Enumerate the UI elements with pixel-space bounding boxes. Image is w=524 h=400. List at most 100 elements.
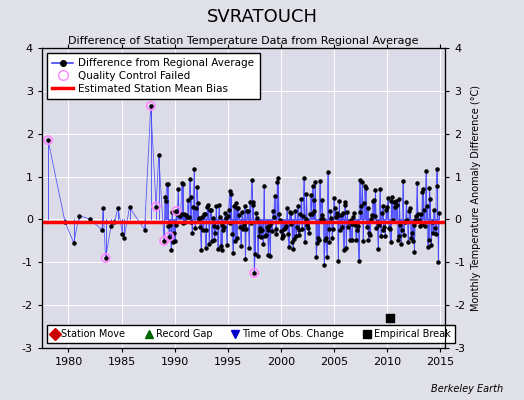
Point xyxy=(170,230,178,236)
Point xyxy=(340,199,348,205)
Point xyxy=(426,196,434,202)
Point xyxy=(227,191,235,198)
Point xyxy=(198,214,206,220)
Point xyxy=(346,236,354,243)
Point xyxy=(309,208,318,214)
Point xyxy=(422,168,430,174)
Point xyxy=(428,219,436,226)
Point xyxy=(173,211,181,217)
Point xyxy=(172,208,181,214)
Point xyxy=(302,191,311,197)
Point xyxy=(248,202,257,208)
Point xyxy=(280,226,289,233)
Point xyxy=(255,233,263,239)
Point xyxy=(344,224,352,230)
Point xyxy=(369,198,377,204)
Point xyxy=(324,226,333,232)
Point xyxy=(261,231,270,238)
Point xyxy=(205,241,213,247)
Point xyxy=(322,235,330,242)
Point xyxy=(354,222,362,229)
Point xyxy=(253,215,261,221)
Point xyxy=(367,216,375,222)
Point xyxy=(289,246,298,252)
Point xyxy=(391,204,399,210)
Point xyxy=(396,222,405,228)
Point xyxy=(320,262,329,268)
Point xyxy=(414,211,422,217)
Point xyxy=(413,180,421,186)
Point xyxy=(245,244,253,251)
Point xyxy=(152,203,160,210)
Point xyxy=(140,226,149,233)
Point xyxy=(358,179,366,186)
Point xyxy=(99,204,107,211)
Point xyxy=(241,256,249,263)
Point xyxy=(254,253,262,260)
Point xyxy=(355,177,364,183)
Point xyxy=(293,203,302,209)
Point xyxy=(223,241,231,248)
Point xyxy=(400,219,409,226)
Point xyxy=(292,224,301,230)
Point xyxy=(291,208,299,214)
Point xyxy=(374,246,383,252)
Point xyxy=(382,207,390,213)
Point xyxy=(275,211,283,217)
Point xyxy=(402,198,411,205)
Point xyxy=(370,213,379,220)
Point xyxy=(390,199,398,205)
Point xyxy=(309,182,317,189)
Point xyxy=(228,231,236,237)
Point xyxy=(398,226,406,233)
Point xyxy=(434,258,442,265)
Point xyxy=(298,226,306,232)
Point xyxy=(125,204,134,211)
Point xyxy=(178,180,186,186)
Point xyxy=(313,240,321,246)
Point xyxy=(259,241,267,248)
Point xyxy=(283,205,291,212)
Point xyxy=(327,215,335,222)
Point xyxy=(75,212,83,219)
Point xyxy=(365,230,374,236)
Point xyxy=(300,175,308,182)
Point xyxy=(308,210,316,217)
Point xyxy=(375,221,383,228)
Point xyxy=(423,203,431,209)
Point xyxy=(169,239,177,245)
Point xyxy=(241,203,249,209)
Point xyxy=(356,209,365,216)
Point xyxy=(261,232,269,239)
Point xyxy=(332,214,340,220)
Point xyxy=(200,211,208,217)
Point xyxy=(286,221,294,228)
Point xyxy=(201,210,209,217)
Y-axis label: Monthly Temperature Anomaly Difference (°C): Monthly Temperature Anomaly Difference (… xyxy=(471,85,481,311)
Point xyxy=(215,214,224,220)
Point xyxy=(230,202,238,209)
Point xyxy=(152,203,160,210)
Point xyxy=(184,214,193,220)
Point xyxy=(334,258,343,264)
Point xyxy=(231,238,239,244)
Point xyxy=(170,238,179,244)
Point xyxy=(425,185,434,192)
Point xyxy=(269,213,278,220)
Point xyxy=(250,270,258,276)
Point xyxy=(180,210,189,217)
Point xyxy=(406,205,414,212)
Point xyxy=(348,221,357,227)
Point xyxy=(389,217,397,224)
Point xyxy=(174,186,182,193)
Point xyxy=(372,224,380,231)
Point xyxy=(224,207,233,214)
Point xyxy=(244,208,252,215)
Point xyxy=(184,196,192,203)
Point xyxy=(336,227,344,234)
Point xyxy=(177,210,185,217)
Point xyxy=(185,176,194,182)
Point xyxy=(216,243,225,250)
Point xyxy=(386,315,395,321)
Point xyxy=(281,225,289,231)
